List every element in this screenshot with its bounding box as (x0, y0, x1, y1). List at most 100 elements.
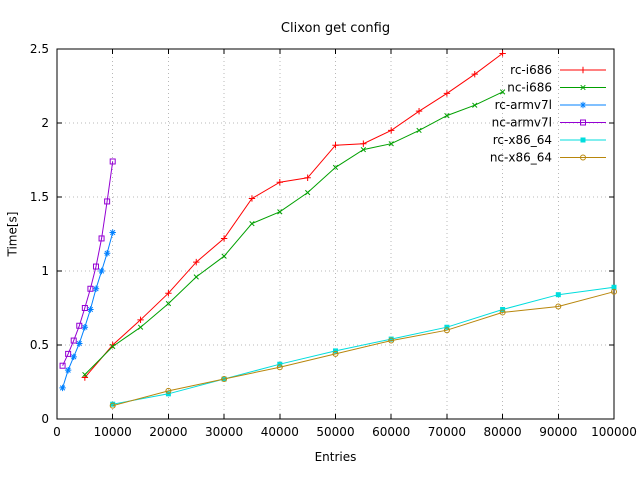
series-marker-plus (165, 290, 172, 297)
legend-entry-nc-x86_64: nc-x86_64 (490, 151, 606, 165)
series-marker-square-open (98, 235, 105, 242)
series-marker-plus (579, 66, 587, 74)
series-marker-circle-open (221, 376, 228, 383)
series-marker-square-open (92, 263, 99, 270)
x-tick-label: 20000 (149, 425, 187, 439)
series-marker-square-filled (110, 401, 116, 407)
x-tick-label: 60000 (372, 425, 410, 439)
series-marker-square-open (580, 119, 586, 126)
axis-ticks (56, 48, 615, 420)
series-marker-asterisk (109, 229, 116, 236)
legend-label: rc-armv7l (495, 98, 552, 112)
series-marker-plus (248, 195, 256, 202)
series-marker-x (416, 127, 422, 134)
legend: rc-i686 nc-i686 rc-armv7l nc-armv7l rc-x86_6… (490, 63, 606, 165)
series-line (84, 52, 503, 378)
series-marker-plus (137, 316, 144, 324)
x-tick-label: 40000 (261, 425, 299, 439)
series-line (112, 291, 615, 407)
x-tick-label: 50000 (316, 425, 354, 439)
series-marker-plus (471, 70, 478, 78)
series-marker-asterisk (98, 267, 105, 275)
series-marker-x (444, 112, 450, 119)
series-marker-circle-open (165, 387, 172, 394)
series-marker-square-filled (388, 336, 394, 342)
x-tick-label: 0 (53, 425, 61, 439)
series-marker-plus (332, 142, 339, 149)
series-rc-i686 (81, 50, 506, 381)
x-tick-label: 100000 (591, 425, 637, 439)
series-marker-circle-open (555, 303, 562, 310)
series-marker-circle-open (276, 364, 283, 371)
y-axis-label-wrap: Time[s] (2, 49, 22, 419)
series-marker-asterisk (76, 340, 83, 347)
series-nc-armv7l (59, 158, 116, 369)
series-marker-x (499, 89, 506, 95)
series-line (112, 286, 615, 405)
series-marker-plus (304, 174, 311, 181)
chart-title: Clixon get config (280, 21, 391, 36)
series-marker-circle-open (499, 309, 506, 316)
series-marker-plus (499, 50, 506, 57)
series-marker-circle-open (332, 350, 339, 357)
series-marker-x (165, 300, 172, 307)
series-marker-square-filled (611, 284, 617, 290)
x-tick-label: 80000 (484, 425, 522, 439)
series-marker-square-filled (555, 292, 561, 298)
y-tick-label: 0 (41, 412, 49, 426)
series-marker-x (388, 141, 394, 147)
series-rc-armv7l (59, 229, 116, 392)
x-axis-label: Entries (314, 450, 357, 464)
series-marker-plus (276, 179, 283, 186)
tick-labels: 0 10000 20000 30000 40000 50000 60000 70000 8000… (30, 42, 637, 439)
series-marker-circle-open (611, 288, 617, 295)
legend-entry-rc-armv7l: rc-armv7l (495, 98, 606, 112)
series-marker-circle-open (580, 154, 586, 161)
series-marker-plus (360, 140, 367, 147)
series-marker-x (472, 102, 478, 108)
series-marker-x (249, 220, 255, 227)
x-tick-label: 10000 (94, 425, 132, 439)
series-marker-asterisk (579, 101, 587, 109)
series-marker-asterisk (70, 353, 77, 361)
series-marker-x (304, 189, 311, 196)
series-marker-plus (220, 235, 228, 242)
series-marker-plus (415, 107, 423, 115)
series-marker-square-open (104, 198, 111, 205)
y-tick-label: 2 (41, 116, 49, 130)
series-line (84, 91, 503, 375)
series-marker-square-open (76, 322, 83, 329)
legend-label: nc-x86_64 (490, 151, 552, 165)
y-tick-label: 2.5 (30, 42, 49, 56)
series-marker-circle-open (109, 402, 116, 409)
series-marker-square-open (81, 305, 88, 311)
series-line (62, 161, 114, 366)
series-marker-asterisk (87, 306, 94, 313)
series-marker-plus (193, 258, 200, 266)
series-marker-square-filled (580, 137, 586, 143)
y-axis-label: Time[s] (5, 211, 20, 257)
legend-label: rc-i686 (510, 63, 552, 77)
series-marker-square-open (59, 362, 66, 369)
y-tick-label: 1 (41, 264, 49, 278)
series-marker-square-open (87, 285, 94, 292)
series-marker-asterisk (92, 285, 100, 292)
series-marker-circle-open (443, 327, 450, 334)
series-marker-plus (81, 374, 89, 381)
legend-entry-nc-i686: nc-i686 (507, 81, 606, 95)
x-tick-label: 70000 (428, 425, 466, 439)
series-marker-plus (443, 90, 451, 97)
series-marker-asterisk (64, 366, 72, 374)
series-marker-square-open (109, 158, 116, 165)
series-line (62, 232, 114, 389)
series-marker-x (110, 343, 116, 350)
series-marker-asterisk (81, 324, 89, 331)
legend-label: rc-x86_64 (493, 133, 552, 147)
series-marker-x (360, 146, 367, 153)
series-marker-asterisk (103, 250, 111, 257)
series-marker-x (332, 164, 339, 171)
series-marker-x (137, 324, 144, 330)
